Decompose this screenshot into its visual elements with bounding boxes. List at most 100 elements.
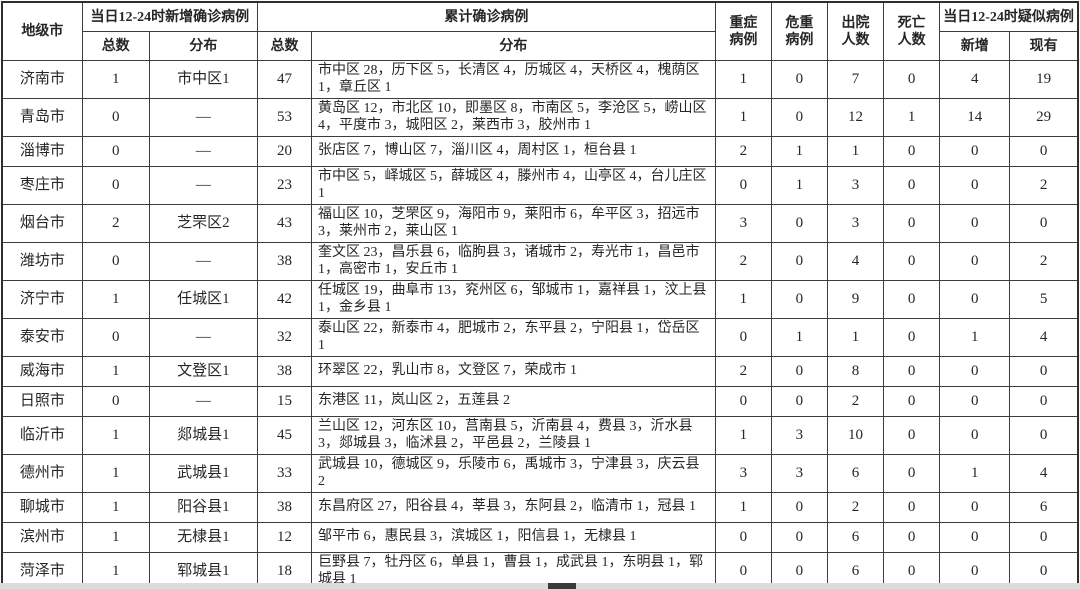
cell-deaths: 0 [883, 280, 941, 319]
table-header: 地级市 当日12-24时新增确诊病例 累计确诊病例 重症 病例 危重 病例 出院… [1, 1, 1079, 61]
table-row: 临沂市 1 郯城县1 45 兰山区 12，河东区 10，莒南县 5，沂南县 4，… [1, 416, 1079, 455]
cell-new-distribution: — [148, 136, 258, 167]
cell-new-total: 0 [81, 318, 150, 357]
cell-suspected-new: 0 [939, 204, 1011, 243]
cell-cumulative-total: 42 [256, 280, 313, 319]
cell-suspected-new: 0 [939, 386, 1011, 417]
table-row: 菏泽市 1 郓城县1 18 巨野县 7，牡丹区 6，单县 1，曹县 1，成武县 … [1, 552, 1079, 589]
cell-discharged: 1 [826, 318, 885, 357]
cell-suspected-new: 0 [939, 166, 1011, 205]
cell-suspected-existing: 0 [1009, 386, 1079, 417]
cell-severe: 1 [714, 416, 772, 455]
cell-new-total: 0 [81, 136, 150, 167]
col-header-new-total: 总数 [81, 31, 150, 61]
cell-deaths: 0 [883, 416, 941, 455]
cell-deaths: 0 [883, 522, 941, 553]
cell-critical: 0 [770, 522, 828, 553]
table-row: 威海市 1 文登区1 38 环翠区 22，乳山市 8，文登区 7，荣成市 1 2… [1, 356, 1079, 387]
col-group-cumulative-confirmed: 累计确诊病例 [256, 1, 716, 32]
scrollbar-thumb[interactable] [548, 583, 576, 589]
col-header-critical-cases: 危重 病例 [770, 1, 828, 61]
cell-deaths: 0 [883, 454, 941, 493]
cell-city: 聊城市 [1, 492, 83, 523]
cell-cumulative-total: 53 [256, 98, 313, 137]
cell-discharged: 2 [826, 492, 885, 523]
cell-city: 临沂市 [1, 416, 83, 455]
cell-new-distribution: 任城区1 [148, 280, 258, 319]
cell-cumulative-total: 12 [256, 522, 313, 553]
cell-severe: 3 [714, 454, 772, 493]
cell-severe: 1 [714, 98, 772, 137]
col-header-death-count: 死亡 人数 [883, 1, 941, 61]
cell-deaths: 0 [883, 136, 941, 167]
table-row: 泰安市 0 — 32 泰山区 22，新泰市 4，肥城市 2，东平县 2，宁阳县 … [1, 318, 1079, 357]
cell-deaths: 0 [883, 492, 941, 523]
cell-cumulative-distribution: 巨野县 7，牡丹区 6，单县 1，曹县 1，成武县 1，东明县 1，郓城县 1 [311, 552, 716, 589]
cell-new-total: 0 [81, 386, 150, 417]
cell-discharged: 12 [826, 98, 885, 137]
cell-cumulative-total: 15 [256, 386, 313, 417]
cell-critical: 0 [770, 386, 828, 417]
cell-suspected-new: 4 [939, 60, 1011, 99]
cell-suspected-new: 0 [939, 136, 1011, 167]
cell-deaths: 0 [883, 552, 941, 589]
cell-suspected-existing: 4 [1009, 454, 1079, 493]
cell-cumulative-total: 38 [256, 492, 313, 523]
table-row: 淄博市 0 — 20 张店区 7，博山区 7，淄川区 4，周村区 1，桓台县 1… [1, 136, 1079, 167]
cell-cumulative-distribution: 黄岛区 12，市北区 10，即墨区 8，市南区 5，李沧区 5，崂山区 4，平度… [311, 98, 716, 137]
cell-city: 日照市 [1, 386, 83, 417]
cell-cumulative-distribution: 武城县 10，德城区 9，乐陵市 6，禹城市 3，宁津县 3，庆云县 2 [311, 454, 716, 493]
cell-severe: 2 [714, 356, 772, 387]
cell-cumulative-distribution: 环翠区 22，乳山市 8，文登区 7，荣成市 1 [311, 356, 716, 387]
cell-discharged: 3 [826, 166, 885, 205]
cell-new-distribution: — [148, 318, 258, 357]
cell-new-total: 1 [81, 280, 150, 319]
cell-suspected-new: 0 [939, 356, 1011, 387]
table-row: 潍坊市 0 — 38 奎文区 23，昌乐县 6，临朐县 3，诸城市 2，寿光市 … [1, 242, 1079, 281]
table-row: 滨州市 1 无棣县1 12 邹平市 6，惠民县 3，滨城区 1，阳信县 1，无棣… [1, 522, 1079, 553]
cell-cumulative-distribution: 市中区 5，峄城区 5，薛城区 4，滕州市 4，山亭区 4，台儿庄区 1 [311, 166, 716, 205]
col-group-daily-suspected: 当日12-24时疑似病例 [939, 1, 1079, 32]
cell-new-total: 1 [81, 60, 150, 99]
cell-city: 枣庄市 [1, 166, 83, 205]
cell-new-total: 0 [81, 242, 150, 281]
cell-severe: 0 [714, 318, 772, 357]
col-header-new-distribution: 分布 [148, 31, 258, 61]
cell-cumulative-distribution: 任城区 19，曲阜市 13，兖州区 6，邹城市 1，嘉祥县 1，汶上县 1，金乡… [311, 280, 716, 319]
cell-new-distribution: — [148, 166, 258, 205]
cell-suspected-new: 14 [939, 98, 1011, 137]
cell-cumulative-total: 32 [256, 318, 313, 357]
cell-new-total: 1 [81, 552, 150, 589]
cell-critical: 0 [770, 60, 828, 99]
cell-severe: 0 [714, 166, 772, 205]
cell-new-distribution: 郯城县1 [148, 416, 258, 455]
cell-severe: 0 [714, 552, 772, 589]
cell-suspected-existing: 29 [1009, 98, 1079, 137]
cell-deaths: 0 [883, 204, 941, 243]
cell-suspected-existing: 2 [1009, 242, 1079, 281]
cell-discharged: 4 [826, 242, 885, 281]
cell-critical: 0 [770, 242, 828, 281]
cell-suspected-existing: 0 [1009, 552, 1079, 589]
cell-city: 菏泽市 [1, 552, 83, 589]
cell-cumulative-distribution: 张店区 7，博山区 7，淄川区 4，周村区 1，桓台县 1 [311, 136, 716, 167]
cell-suspected-new: 0 [939, 522, 1011, 553]
cell-cumulative-distribution: 福山区 10，芝罘区 9，海阳市 9，莱阳市 6，牟平区 3，招远市 3，莱州市… [311, 204, 716, 243]
cell-new-total: 0 [81, 98, 150, 137]
cell-suspected-new: 0 [939, 492, 1011, 523]
cell-city: 泰安市 [1, 318, 83, 357]
cell-cumulative-total: 47 [256, 60, 313, 99]
cell-city: 淄博市 [1, 136, 83, 167]
cell-cumulative-distribution: 奎文区 23，昌乐县 6，临朐县 3，诸城市 2，寿光市 1，昌邑市 1，高密市… [311, 242, 716, 281]
cell-suspected-existing: 6 [1009, 492, 1079, 523]
cell-suspected-existing: 2 [1009, 166, 1079, 205]
cell-new-total: 0 [81, 166, 150, 205]
cell-new-distribution: 文登区1 [148, 356, 258, 387]
cell-critical: 1 [770, 136, 828, 167]
cell-discharged: 8 [826, 356, 885, 387]
cell-new-distribution: — [148, 242, 258, 281]
cell-discharged: 7 [826, 60, 885, 99]
col-group-daily-new-confirmed: 当日12-24时新增确诊病例 [81, 1, 258, 32]
cell-severe: 3 [714, 204, 772, 243]
